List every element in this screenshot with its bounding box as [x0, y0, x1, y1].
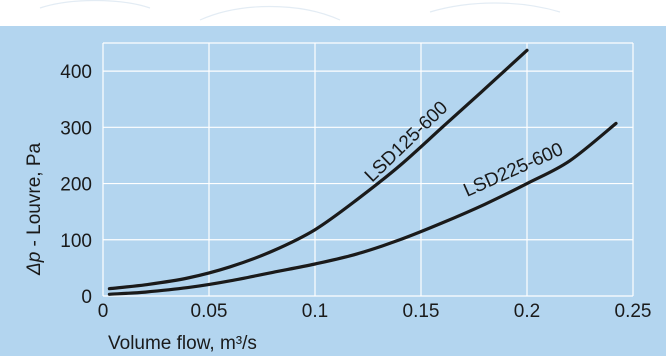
y-tick-label: 200	[60, 175, 92, 196]
curves	[107, 48, 618, 296]
curve-labels: LSD125-600 LSD225-600	[361, 97, 567, 201]
chart-panel	[0, 26, 666, 356]
y-axis-label-symbol: Δp	[24, 252, 45, 276]
x-tick-label: 0	[98, 301, 109, 322]
y-tick-label: 100	[60, 231, 92, 252]
grid	[102, 42, 634, 297]
x-tick-label: 0.05	[191, 301, 228, 322]
x-tick-labels: 0 0.05 0.1 0.15 0.2 0.25	[98, 301, 652, 322]
y-axis-label-text: - Louvre, Pa	[24, 143, 45, 252]
x-tick-label: 0.2	[514, 301, 540, 322]
x-tick-label: 0.1	[302, 301, 328, 322]
series-label: LSD125-600	[361, 97, 452, 186]
y-tick-label: 300	[60, 118, 92, 139]
x-axis-label: Volume flow, m³/s	[108, 333, 257, 354]
x-tick-label: 0.25	[615, 301, 652, 322]
y-tick-label: 400	[60, 62, 92, 83]
x-tick-label: 0.15	[403, 301, 440, 322]
series-line-lsd125-600	[107, 48, 529, 291]
background-watermark	[39, 0, 561, 21]
y-tick-label: 0	[81, 287, 92, 308]
y-tick-labels: 0 100 200 300 400	[60, 62, 92, 308]
y-axis-label: Δp - Louvre, Pa	[24, 143, 45, 277]
series-line-lsd225-600	[107, 121, 618, 296]
